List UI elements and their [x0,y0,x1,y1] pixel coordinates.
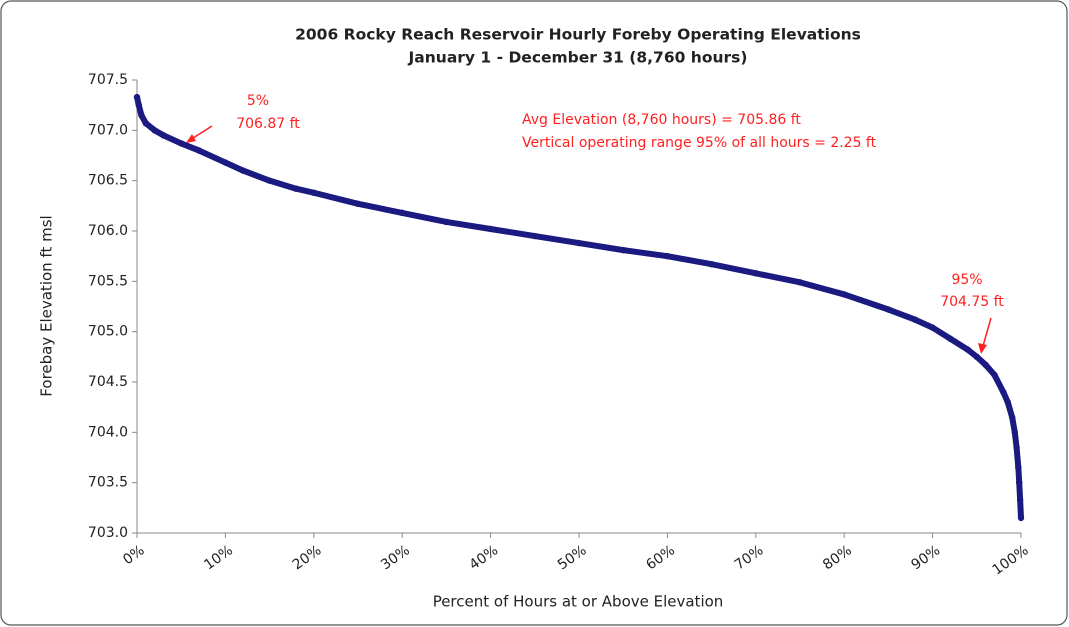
data-point [911,316,919,323]
y-tick-label: 707.5 [88,72,128,88]
data-point [138,112,145,119]
data-point [575,239,583,247]
data-point [1016,479,1023,486]
data-point [982,361,989,369]
data-point [222,159,229,166]
annotation-arrow [982,317,992,347]
chart-subtitle: January 1 - December 31 (8,760 hours) [408,49,748,67]
data-point [266,177,273,184]
data-point [292,185,300,192]
data-point [1004,398,1011,406]
data-point [443,218,450,226]
data-point [796,279,804,286]
data-point [195,147,203,154]
data-point [178,140,185,147]
data-point [487,225,494,233]
data-point [973,353,980,361]
data-point [929,324,936,331]
y-tick-label: 707.0 [88,122,128,138]
data-point [1013,444,1020,451]
data-point [620,246,627,254]
y-tick-label: 706.5 [88,173,128,189]
data-point [142,120,150,127]
data-point [885,306,892,313]
data-point [531,232,538,240]
data-point [1015,464,1022,471]
arrow-head [978,343,987,354]
y-tick-label: 705.5 [88,273,128,289]
data-point [160,132,167,139]
arrow-head [186,134,196,143]
data-point [752,270,759,277]
x-axis-label: Percent of Hours at or Above Elevation [433,593,724,611]
data-point [947,335,954,342]
data-point [664,252,671,260]
data-point [239,167,247,174]
data-point [708,261,715,268]
data-point [1017,514,1025,522]
data-point [133,93,141,101]
y-tick-label: 704.5 [88,374,128,390]
data-point [399,209,406,217]
data-point [1000,388,1007,396]
chart-title: 2006 Rocky Reach Reservoir Hourly Foreby… [295,26,861,44]
data-point [841,291,848,298]
y-tick-label: 705.0 [88,324,128,340]
y-tick-label: 706.0 [88,223,128,239]
annotation: Vertical operating range 95% of all hour… [522,135,877,151]
annotations: 5% 706.87 ft Avg Elevation (8,760 hours)… [186,93,1004,354]
data-point [1016,496,1024,503]
data-point [964,346,972,353]
y-tick-label: 703.5 [88,475,128,491]
data-point [354,200,362,208]
annotation: 706.87 ft [236,116,300,132]
annotation: Avg Elevation (8,760 hours) = 705.86 ft [522,112,801,128]
data-point [135,101,142,109]
annotation: 704.75 ft [940,294,1004,310]
data-point [151,127,158,134]
annotation: 5% [247,93,269,109]
data-point [1011,429,1019,436]
data-point [310,189,317,196]
annotation: 95% [951,272,982,288]
data-point [1008,414,1016,421]
y-axis-label: Forebay Elevation ft msl [38,215,56,396]
y-tick-label: 703.0 [88,525,128,541]
data-point [991,371,998,379]
y-tick-label: 704.0 [88,424,128,440]
